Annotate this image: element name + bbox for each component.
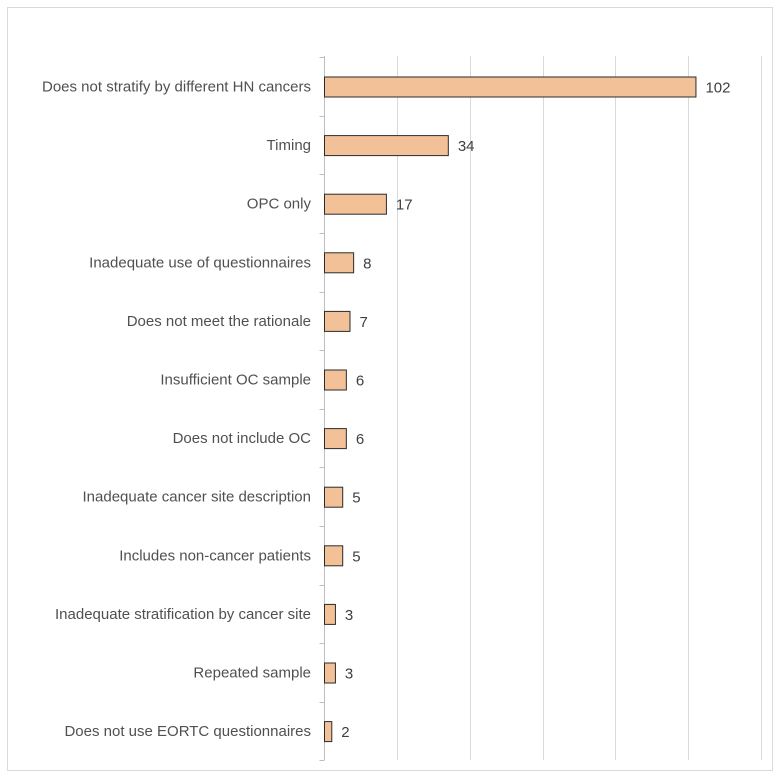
category-label: Timing (267, 137, 311, 154)
data-labels: 102 34 17 8 7 6 6 5 5 3 3 2 (341, 80, 730, 742)
category-labels: Does not stratify by different HN cancer… (42, 79, 312, 741)
bar (324, 193, 387, 215)
data-label: 3 (345, 666, 353, 683)
category-label: Does not use EORTC questionnaires (64, 723, 311, 740)
data-label: 8 (363, 255, 371, 272)
bar (324, 428, 347, 450)
category-label: Inadequate stratification by cancer site (55, 606, 311, 623)
category-label: Inadequate use of questionnaires (89, 254, 311, 271)
data-label: 34 (458, 138, 475, 155)
bars (324, 76, 697, 743)
category-label: Does not stratify by different HN cancer… (42, 79, 311, 96)
bar (324, 310, 351, 332)
bar (324, 662, 336, 684)
category-label: Does not meet the rationale (127, 313, 311, 330)
gridlines (319, 56, 762, 761)
bar (324, 135, 449, 157)
data-label: 102 (705, 80, 730, 97)
data-label: 7 (359, 314, 367, 331)
bar (324, 486, 344, 508)
bar (324, 545, 344, 567)
bar (324, 369, 347, 391)
bar (324, 252, 355, 274)
category-label: Repeated sample (193, 665, 311, 682)
data-label: 5 (352, 548, 360, 565)
category-label: Insufficient OC sample (160, 372, 311, 389)
data-label: 6 (356, 373, 364, 390)
category-label: OPC only (247, 196, 312, 213)
data-label: 2 (341, 724, 349, 741)
category-label: Includes non-cancer patients (119, 547, 311, 564)
data-label: 5 (352, 490, 360, 507)
category-label: Does not include OC (173, 430, 312, 447)
data-label: 17 (396, 197, 413, 214)
bar (324, 721, 333, 743)
bar (324, 603, 336, 625)
bar-chart: Does not stratify by different HN cancer… (42, 56, 762, 761)
bar (324, 76, 697, 98)
chart-frame: Does not stratify by different HN cancer… (7, 7, 773, 771)
category-label: Inadequate cancer site description (83, 489, 311, 506)
data-label: 3 (345, 607, 353, 624)
data-label: 6 (356, 431, 364, 448)
